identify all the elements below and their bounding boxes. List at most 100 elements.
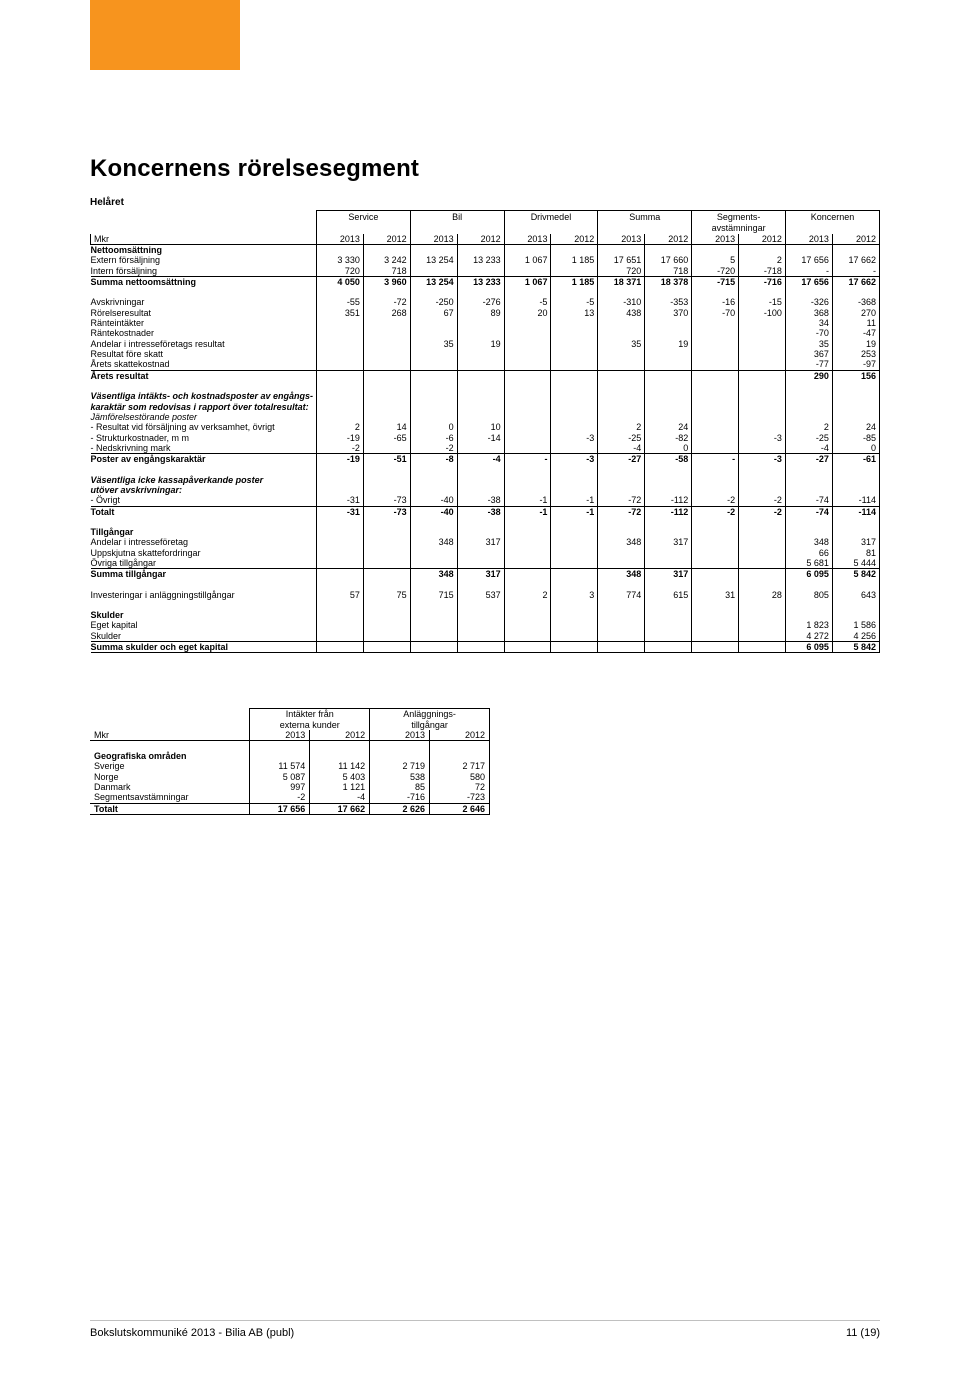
cell: 10	[457, 422, 504, 432]
cell	[363, 349, 410, 359]
cell	[739, 391, 786, 401]
cell: -15	[739, 297, 786, 307]
cell: -112	[645, 495, 692, 506]
cell: 438	[598, 308, 645, 318]
row-label: Väsentliga intäkts- och kostnadsposter a…	[91, 391, 317, 401]
cell	[363, 359, 410, 370]
row-label: karaktär som redovisas i rapport över to…	[91, 402, 317, 412]
cell: 718	[645, 266, 692, 277]
row-label: Summa nettoomsättning	[91, 277, 317, 288]
cell	[832, 412, 879, 422]
cell: -14	[457, 433, 504, 443]
cell: -2	[410, 443, 457, 454]
cell	[739, 339, 786, 349]
cell	[410, 370, 457, 381]
cell: 1 121	[310, 782, 370, 792]
row-label: Skulder	[91, 631, 317, 642]
cell: -16	[692, 297, 739, 307]
cell: -2	[317, 443, 364, 454]
cell	[317, 620, 364, 630]
cell	[410, 328, 457, 338]
cell: 0	[832, 443, 879, 454]
cell: -716	[739, 277, 786, 288]
cell: -40	[410, 506, 457, 517]
cell	[363, 339, 410, 349]
cell	[645, 527, 692, 537]
cell: 66	[785, 548, 832, 558]
cell	[504, 569, 551, 580]
cell: 5 842	[832, 642, 879, 653]
cell	[551, 558, 598, 569]
cell	[645, 412, 692, 422]
cell	[551, 631, 598, 642]
cell	[457, 631, 504, 642]
cell: 13 254	[410, 277, 457, 288]
cell	[410, 631, 457, 642]
cell: -31	[317, 506, 364, 517]
cell	[645, 359, 692, 370]
cell: 715	[410, 590, 457, 600]
cell: -61	[832, 454, 879, 465]
year-header: 2012	[363, 234, 410, 245]
cell	[363, 620, 410, 630]
cell: 19	[645, 339, 692, 349]
cell	[504, 620, 551, 630]
cell	[457, 527, 504, 537]
cell: 156	[832, 370, 879, 381]
geography-table: Intäkter frånAnläggnings-externa kundert…	[90, 708, 490, 815]
cell	[317, 359, 364, 370]
cell: 3 960	[363, 277, 410, 288]
cell	[692, 443, 739, 454]
cell: -65	[363, 433, 410, 443]
cell	[457, 359, 504, 370]
cell: 2 719	[370, 761, 430, 771]
cell	[317, 642, 364, 653]
cell: -25	[598, 433, 645, 443]
cell	[363, 370, 410, 381]
cell: 17 651	[598, 255, 645, 265]
cell: 5 403	[310, 772, 370, 782]
cell	[692, 412, 739, 422]
segment-header: Segments-	[692, 211, 786, 224]
cell: 615	[645, 590, 692, 600]
cell: 18 378	[645, 277, 692, 288]
cell: 368	[785, 308, 832, 318]
cell: 89	[457, 308, 504, 318]
unit-label: Mkr	[90, 730, 250, 741]
cell: -47	[832, 328, 879, 338]
cell: 537	[457, 590, 504, 600]
cell	[598, 359, 645, 370]
geo-head: externa kunder	[250, 720, 370, 730]
cell: -114	[832, 506, 879, 517]
cell	[692, 433, 739, 443]
cell	[551, 610, 598, 620]
cell	[363, 245, 410, 256]
cell: -73	[363, 495, 410, 506]
cell	[551, 475, 598, 485]
row-label: Summa skulder och eget kapital	[91, 642, 317, 653]
cell: 31	[692, 590, 739, 600]
cell	[410, 391, 457, 401]
cell: -2	[739, 495, 786, 506]
cell	[598, 402, 645, 412]
cell: -368	[832, 297, 879, 307]
cell: -	[504, 454, 551, 465]
cell	[504, 318, 551, 328]
cell: -55	[317, 297, 364, 307]
cell	[504, 402, 551, 412]
footer-right: 11 (19)	[846, 1327, 880, 1339]
cell: 1 823	[785, 620, 832, 630]
cell	[317, 412, 364, 422]
cell	[363, 548, 410, 558]
cell	[645, 370, 692, 381]
cell: 85	[370, 782, 430, 792]
cell: -97	[832, 359, 879, 370]
cell	[739, 402, 786, 412]
cell	[317, 485, 364, 495]
cell	[551, 370, 598, 381]
cell	[317, 339, 364, 349]
cell	[692, 537, 739, 547]
year-header: 2013	[410, 234, 457, 245]
cell	[598, 245, 645, 256]
cell	[692, 245, 739, 256]
